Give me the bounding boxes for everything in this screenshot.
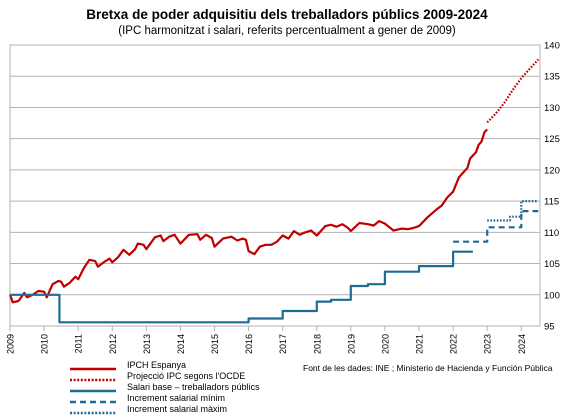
x-tick-label: 2022 xyxy=(449,334,459,354)
y-tick-label: 95 xyxy=(544,322,555,333)
legend-label: Increment salarial mínim xyxy=(127,393,226,403)
series-line-2 xyxy=(486,58,540,124)
x-tick-label: 2012 xyxy=(108,334,118,354)
x-tick-label: 2018 xyxy=(312,334,322,354)
chart-subtitle: (IPC harmonitzat i salari, referits perc… xyxy=(118,25,456,37)
legend-label: Increment salarial màxim xyxy=(127,404,228,414)
legend-swatch xyxy=(70,374,116,382)
x-tick-label: 2024 xyxy=(517,334,527,354)
y-tick-label: 140 xyxy=(544,41,560,52)
x-tick-label: 2016 xyxy=(244,334,254,354)
x-tick-label: 2014 xyxy=(176,334,186,354)
y-tick-label: 105 xyxy=(544,259,560,270)
x-tick-label: 2017 xyxy=(278,334,288,354)
legend-label: Projecció IPC segons l'OCDE xyxy=(127,371,246,381)
y-tick-label: 110 xyxy=(544,228,559,239)
y-tick-label: 125 xyxy=(544,134,560,145)
chart-title: Bretxa de poder adquisitiu dels treballa… xyxy=(86,7,488,22)
legend-label: Salari base – treballadors públics xyxy=(127,382,260,392)
legend-swatch xyxy=(70,363,116,371)
series-line-4 xyxy=(453,210,539,243)
x-tick-label: 2010 xyxy=(40,334,50,354)
x-tick-label: 2011 xyxy=(74,334,84,353)
x-tick-label: 2015 xyxy=(210,334,220,354)
x-tick-label: 2019 xyxy=(346,334,356,354)
x-tick-label: 2021 xyxy=(415,334,425,354)
legend-label: IPCH Espanya xyxy=(127,360,187,370)
x-tick-label: 2009 xyxy=(6,334,16,354)
data-source-note: Font de les dades: INE ; Ministerio de H… xyxy=(303,363,553,373)
y-tick-label: 100 xyxy=(544,290,560,301)
legend-swatch xyxy=(70,396,116,404)
plot-frame xyxy=(9,44,541,327)
y-tick-label: 120 xyxy=(544,165,560,176)
y-tick-label: 115 xyxy=(544,197,559,208)
y-tick-label: 130 xyxy=(544,103,560,114)
legend-swatch xyxy=(70,407,116,415)
y-tick-label: 135 xyxy=(544,72,560,83)
x-tick-label: 2020 xyxy=(380,334,390,354)
x-tick-label: 2023 xyxy=(483,334,493,354)
series-line-1 xyxy=(8,128,489,304)
x-tick-label: 2013 xyxy=(142,334,152,354)
series-line-5 xyxy=(487,200,539,222)
legend-swatch xyxy=(70,385,116,393)
series-line-3 xyxy=(10,250,473,324)
